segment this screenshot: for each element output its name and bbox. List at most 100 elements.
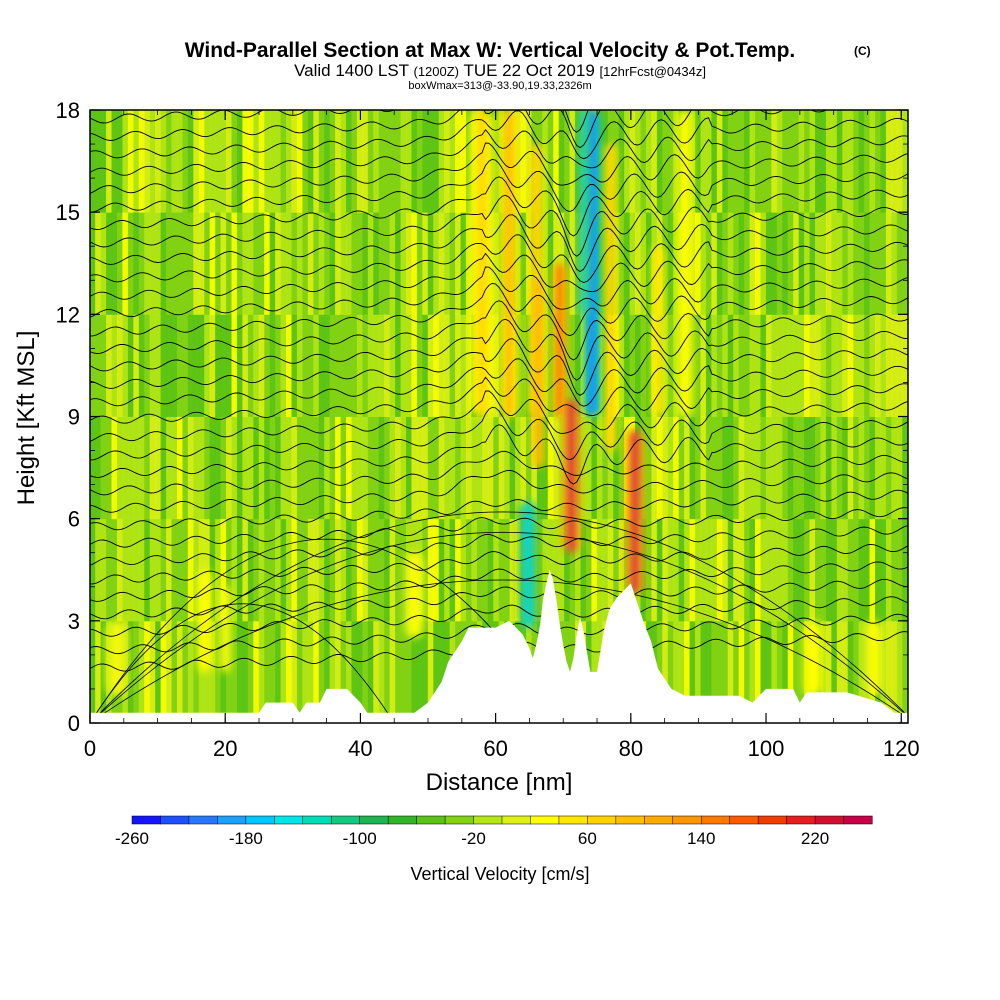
field-cell: [814, 416, 822, 520]
field-cell: [831, 211, 838, 315]
field-cell: [842, 211, 849, 315]
field-cell: [722, 620, 729, 723]
draft-layer: [589, 110, 595, 417]
field-cell: [864, 518, 871, 622]
field-cell: [869, 211, 876, 315]
field-cell: [695, 518, 702, 622]
field-cell: [247, 518, 255, 622]
field-cell: [138, 211, 146, 315]
field-cell: [144, 518, 151, 622]
field-cell: [542, 314, 549, 417]
colorbar-swatch: [501, 815, 532, 825]
field-cell: [111, 110, 118, 213]
field-cell: [220, 518, 227, 622]
field-cell: [553, 416, 560, 520]
y-tick-label: 12: [56, 302, 80, 327]
field-cell: [793, 314, 800, 417]
isentrope: [90, 525, 908, 566]
field-cell: [515, 314, 522, 417]
field-cell: [133, 416, 140, 520]
field-cell: [864, 110, 871, 213]
field-cell: [116, 314, 124, 417]
field-cell: [220, 211, 227, 315]
field-cell: [744, 211, 751, 315]
field-cell: [307, 416, 315, 520]
colorbar-swatch: [188, 815, 218, 825]
field-cell: [667, 211, 675, 315]
y-tick-label: 18: [56, 98, 80, 123]
field-cell: [351, 314, 358, 417]
field-cell: [820, 416, 827, 520]
field-cell: [133, 110, 140, 213]
field-cell: [787, 620, 794, 723]
field-cell: [106, 211, 113, 315]
field-cell: [738, 518, 745, 622]
field-cell: [624, 314, 631, 417]
field-cell: [689, 620, 696, 723]
field-cell: [422, 620, 429, 723]
field-cell: [362, 211, 369, 315]
field-cell: [635, 110, 642, 213]
field-cell: [874, 211, 882, 315]
field-cell: [416, 211, 424, 315]
field-cell: [280, 110, 287, 213]
field-cell: [324, 416, 331, 520]
field-cell: [891, 110, 898, 213]
field-cell: [155, 518, 162, 622]
field-cell: [667, 110, 675, 213]
isentrope: [90, 390, 908, 442]
isentrope: [90, 158, 908, 213]
field-cell: [100, 211, 107, 315]
field-cell: [509, 416, 516, 520]
colorbar-swatch: [843, 815, 873, 825]
field-cell: [204, 110, 211, 213]
field-cell: [520, 416, 527, 520]
field-cell: [618, 314, 625, 417]
draft-layer: [568, 399, 574, 553]
field-cell: [160, 110, 167, 213]
field-cell: [667, 314, 675, 417]
field-cell: [111, 211, 118, 315]
draft-layer: [223, 586, 227, 672]
field-cell: [144, 110, 151, 213]
field-cell: [662, 620, 669, 723]
y-tick-label: 3: [68, 609, 80, 634]
field-cell: [362, 314, 369, 417]
field-cell: [90, 211, 96, 315]
field-cell: [269, 416, 276, 520]
field-cell: [520, 110, 527, 213]
field-cell: [433, 314, 440, 417]
field-cell: [558, 416, 565, 520]
field-cell: [438, 110, 445, 213]
field-cell: [449, 518, 456, 622]
field-cell: [204, 620, 211, 723]
field-cell: [433, 518, 440, 622]
draft-layer: [682, 110, 688, 417]
field-cell: [700, 620, 707, 723]
field-cell: [291, 518, 298, 622]
isentrope-low: [90, 603, 395, 723]
x-tick-label: 80: [619, 736, 643, 761]
field-cell: [302, 211, 309, 315]
y-tick-label: 9: [68, 405, 80, 430]
field-cell: [166, 110, 173, 213]
field-cell: [575, 211, 582, 315]
field-cell: [226, 416, 233, 520]
field-cell: [765, 518, 773, 622]
field-cell: [258, 314, 266, 417]
field-cell: [182, 110, 189, 213]
field-cell: [269, 110, 276, 213]
field-cell: [106, 518, 113, 622]
field-cell: [198, 416, 206, 520]
field-cell: [613, 416, 620, 520]
field-cell: [689, 416, 696, 520]
field-cell: [438, 518, 445, 622]
field-cell: [695, 211, 702, 315]
field-cell: [144, 211, 151, 315]
field-cell: [122, 314, 129, 417]
field-cell: [335, 314, 342, 417]
field-cell: [722, 211, 729, 315]
field-cell: [231, 314, 238, 417]
field-cell: [318, 110, 325, 213]
field-cell: [493, 416, 500, 520]
